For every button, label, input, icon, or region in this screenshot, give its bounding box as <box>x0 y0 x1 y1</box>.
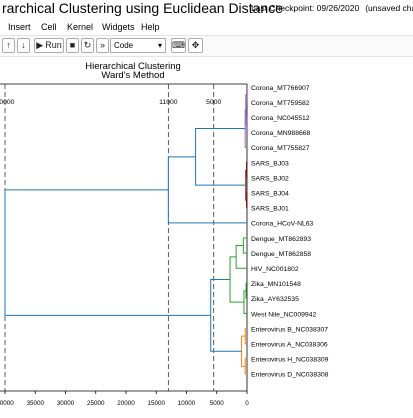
leaf-label: Corona_MT766907 <box>251 85 310 92</box>
run-button[interactable]: ▶Run <box>34 38 64 53</box>
leaf-label: Enterovirus D_NC038308 <box>251 372 329 379</box>
dendrogram-chart: Hierarchical Clustering Ward's Method 40… <box>0 56 413 413</box>
x-tick-label: 5000 <box>210 400 225 407</box>
fast-forward-icon: » <box>100 40 105 50</box>
leaf-label: HIV_NC001802 <box>251 266 299 273</box>
dendrogram-link <box>243 238 247 253</box>
checkpoint-text: Last Checkpoint: 09/26/2020 <box>251 3 359 13</box>
notebook-title[interactable]: rarchical Clustering using Euclidean Dis… <box>2 0 283 16</box>
leaf-label: Enterovirus H_NC038309 <box>251 357 329 364</box>
cell-type-select[interactable]: Code ▾ <box>110 38 166 53</box>
dendrogram-link <box>211 280 242 352</box>
leaf-label: Corona_HCoV-NL63 <box>251 221 314 228</box>
checkpoint-status: Last Checkpoint: 09/26/2020 (unsaved chan… <box>251 3 413 13</box>
leaf-label: West Nile_NC009942 <box>251 311 316 318</box>
menu-help[interactable]: Help <box>141 22 160 32</box>
chevron-down-icon: ▾ <box>158 39 162 52</box>
leaf-label: SARS_BJ01 <box>251 206 289 213</box>
cell-type-value: Code <box>114 41 133 50</box>
menu-cell[interactable]: Cell <box>41 22 57 32</box>
dendrogram-link <box>236 246 247 269</box>
leaf-label: Corona_NC045512 <box>251 115 310 122</box>
leaf-label: Dengue_MT862858 <box>251 251 311 258</box>
run-label: Run <box>45 40 62 50</box>
x-tick-label: 0 <box>245 400 249 407</box>
dendrogram-link <box>230 257 244 302</box>
move-down-button[interactable]: ↓ <box>17 38 30 53</box>
leaf-labels: Corona_MT766907 Corona_MT759582 Corona_NC0… <box>251 85 329 379</box>
leaf-label: SARS_BJ04 <box>251 191 289 198</box>
dendrogram-links <box>5 87 247 374</box>
menu-bar: Insert Cell Kernel Widgets Help <box>0 19 413 35</box>
leaf-label: Zika_AY632535 <box>251 296 299 303</box>
restart-button[interactable]: ↻ <box>81 38 94 53</box>
x-tick-label: 40000 <box>0 400 14 407</box>
restart-icon: ↻ <box>84 40 92 50</box>
chart-subtitle: Ward's Method <box>101 70 164 81</box>
notebook-toolbar: ↑ ↓ ▶Run ■ ↻ » Code ▾ ⌨ ✥ <box>0 35 413 57</box>
leaf-label: Enterovirus A_NC038306 <box>251 342 328 349</box>
x-tick-label: 25000 <box>87 400 105 407</box>
x-tick-label: 10000 <box>178 400 196 407</box>
x-tick-label: 20000 <box>117 400 135 407</box>
leaf-label: Corona_MT755827 <box>251 145 310 152</box>
threshold-lines: 40000 11000 5000 <box>0 84 222 391</box>
interrupt-button[interactable]: ■ <box>66 38 79 53</box>
threshold-label: 40000 <box>0 99 15 106</box>
menu-kernel[interactable]: Kernel <box>67 22 93 32</box>
leaf-label: SARS_BJ03 <box>251 160 289 167</box>
restart-run-all-button[interactable]: » <box>96 38 109 53</box>
leaf-label: Enterovirus B_NC038307 <box>251 326 328 333</box>
leaf-label: Corona_MT759582 <box>251 100 310 107</box>
unsaved-indicator: (unsaved changes) <box>365 3 413 13</box>
dendrogram-link <box>168 157 247 223</box>
run-icon: ▶ <box>36 40 43 50</box>
x-tick-label: 15000 <box>147 400 165 407</box>
output-cell: Hierarchical Clustering Ward's Method 40… <box>0 56 413 413</box>
arrow-up-icon: ↑ <box>6 40 11 50</box>
threshold-label: 11000 <box>159 99 178 106</box>
keyboard-icon: ⌨ <box>172 40 185 50</box>
dendrogram-link <box>242 336 246 366</box>
x-tick-label: 30000 <box>57 400 75 407</box>
threshold-label: 5000 <box>206 99 221 106</box>
dendrogram-link <box>196 129 246 186</box>
keyboard-shortcuts-button[interactable]: ⌨ <box>171 38 186 53</box>
leaf-label: SARS_BJ02 <box>251 175 289 182</box>
menu-insert[interactable]: Insert <box>8 22 31 32</box>
command-palette-button[interactable]: ✥ <box>188 38 203 53</box>
stop-icon: ■ <box>70 40 75 50</box>
leaf-label: Zika_MN101548 <box>251 281 301 288</box>
arrow-down-icon: ↓ <box>21 40 26 50</box>
menu-widgets[interactable]: Widgets <box>102 22 135 32</box>
x-tick-label: 35000 <box>26 400 44 407</box>
x-axis: 40000 35000 30000 25000 20000 15000 10000 5000 0 <box>0 391 249 407</box>
leaf-label: Dengue_MT862893 <box>251 236 311 243</box>
move-up-button[interactable]: ↑ <box>2 38 15 53</box>
command-palette-icon: ✥ <box>192 40 200 50</box>
leaf-label: Corona_MN988668 <box>251 130 311 137</box>
title-bar: rarchical Clustering using Euclidean Dis… <box>0 0 413 20</box>
dendrogram-link <box>5 190 211 316</box>
